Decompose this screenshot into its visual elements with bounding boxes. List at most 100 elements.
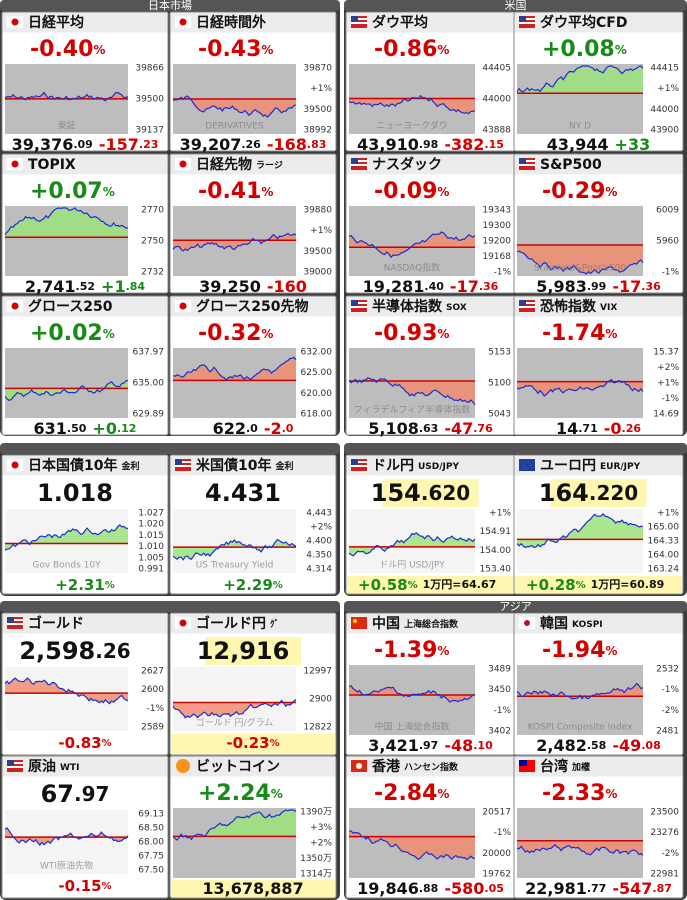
card[interactable]: TOPIX 2770 2750 2732 +0.07% 2,741.52 +1.84 — [1, 153, 169, 296]
chart-area — [173, 233, 296, 251]
diff-dec: .36 — [479, 280, 499, 293]
diff-int: +0 — [92, 419, 117, 438]
flag-part — [519, 162, 535, 164]
change-unit: % — [437, 185, 449, 199]
price: 39,376.09 -157.23 — [12, 135, 159, 154]
card[interactable]: ユーロ円 EUR/JPY +1% 165.00 164.33 164.00 163.24 16… — [513, 454, 684, 595]
chart-area — [517, 66, 643, 94]
card[interactable]: グロース250 637.97 635.00 629.89 +0.02% 631.50 +0.… — [1, 295, 169, 438]
card[interactable]: S&P500 Standard&Poor's500 6009 5960 -1% -0.29… — [513, 153, 684, 296]
change-value: +0.02 — [30, 321, 103, 346]
price-dec: .97 — [419, 739, 439, 752]
watermark: 中国 上海総合指数 — [375, 721, 450, 733]
chart-area — [517, 683, 643, 699]
card[interactable]: 原油 WTI WTI原油先物 69.13 68.50 68.00 67.75 67.50 67.… — [1, 755, 169, 899]
axis-label: +3% — [310, 823, 332, 833]
change-unit: % — [271, 787, 283, 801]
card[interactable]: ゴールド円 ｸﾞ ゴールド 円/グラム 12997 2900 12822 12,916 -0.… — [169, 612, 337, 756]
card[interactable]: 米国債10年 金利 US Treasury Yield 4,443 +2% 4.400 4.… — [169, 454, 337, 595]
diff-int: -17 — [612, 277, 641, 296]
flag-part — [179, 302, 187, 310]
change-unit: % — [437, 644, 449, 658]
price: 3,421.97 -48.10 — [368, 736, 493, 755]
diff-int: -168 — [267, 135, 307, 154]
flag-part — [351, 463, 367, 465]
price-dec: .63 — [419, 422, 439, 435]
panel-header — [344, 443, 687, 454]
flag-icon — [519, 459, 535, 471]
card[interactable]: ナスダック NASDAQ指数 19343 19300 19200 19168 -1% -0.0… — [345, 153, 516, 296]
flag-part — [11, 160, 19, 168]
card[interactable]: グロース250先物 632.00 625.00 620.00 618.00 -0.32% 6… — [169, 295, 337, 438]
change: -0.15% — [58, 877, 111, 895]
chart-line — [516, 250, 644, 275]
flag-part — [356, 763, 362, 769]
flag-part — [7, 770, 23, 772]
value: 154.620 — [371, 479, 470, 507]
diff-dec: .84 — [126, 280, 146, 293]
axis-label: 1.020 — [138, 520, 164, 530]
price-int: 13,678,887 — [202, 879, 303, 898]
card[interactable]: 香港 ハンセン指数 20517 -1% 20000 19762 -2.84% 19,846.8… — [345, 755, 516, 899]
watermark: フィラデルフィア半導体指数 — [354, 404, 471, 416]
flag-icon — [7, 16, 23, 28]
card[interactable]: 日経先物 ラージ 39880 +1% 39500 39000 -0.41% 39,250 -16… — [169, 153, 337, 296]
panel-header — [344, 0, 687, 11]
price-dec: .58 — [587, 739, 607, 752]
value: 1.018 — [37, 479, 113, 507]
card[interactable]: 日経時間外 DERIVATIVES 39870 +1% 39500 38992 -0.43%… — [169, 11, 337, 154]
change: -0.86% — [374, 37, 449, 62]
change-unit: % — [605, 787, 617, 801]
flag-part — [519, 459, 535, 471]
name-sub: ハンセン指数 — [404, 761, 459, 773]
flag-icon — [175, 459, 191, 471]
chart-area — [349, 377, 475, 405]
value-dec: .620 — [421, 481, 470, 505]
change-value: -0.83 — [58, 734, 101, 752]
flag-part — [7, 617, 14, 623]
flag-icon — [519, 760, 535, 772]
axis-label: 3450 — [488, 685, 511, 695]
value-int: 164 — [539, 479, 589, 507]
axis-label: 1.010 — [138, 542, 164, 552]
card-header — [2, 455, 168, 476]
axis-label: 2589 — [141, 723, 164, 733]
card[interactable]: ビットコイン 1390万 +3% +2% 1350万 1314万 +2.24% 13,678,… — [169, 755, 337, 899]
change-value: -1.74 — [542, 321, 605, 346]
diff-dec: .05 — [484, 882, 504, 895]
name: 台湾 — [540, 758, 568, 775]
name-sub: ラージ — [256, 160, 283, 171]
price: 14.71 -0.26 — [556, 419, 641, 438]
chart-area — [173, 539, 296, 560]
change-value: +0.08 — [542, 37, 615, 62]
change-unit: % — [437, 327, 449, 341]
card[interactable]: 韓国 KOSPI KOSPI Composite Index 2532 -1% -2% 24… — [513, 612, 684, 756]
card[interactable]: 恐怖指数 VIX 15.37 +2% +1% -1% 14.69 -1.74% 14.71 -0.… — [513, 295, 684, 438]
chart-line — [4, 207, 129, 236]
change: -0.83% — [58, 734, 111, 752]
card-header — [170, 613, 336, 634]
card-header — [346, 613, 515, 634]
change-unit: % — [103, 185, 115, 199]
diff-int: -160 — [267, 277, 307, 296]
change-unit: % — [605, 327, 617, 341]
card[interactable]: ダウ平均CFD NY D 44415 +1% 44000 43900 +0.08% 43,94… — [513, 11, 684, 154]
card[interactable]: 台湾 加權 23500 23276 -2% 22981 -2.33% 22,981.77 -54… — [513, 755, 684, 899]
price-int: 43,910 — [357, 135, 419, 154]
flag-part — [7, 627, 23, 629]
flag-part — [351, 467, 367, 469]
card[interactable]: ゴールド 2627 2600 -1% 2589 2,598.26 -0.83% — [1, 612, 169, 756]
axis-label: 67.50 — [138, 866, 164, 876]
rate-note: 1万円=64.67 — [423, 578, 497, 591]
card[interactable]: 半導体指数 SOX フィラデルフィア半導体指数 5153 5100 5043 -0.93% 5… — [345, 295, 516, 438]
axis-label: 1390万 — [300, 808, 332, 818]
card-name: 日本国債10年 金利 — [28, 457, 140, 474]
axis-label: 620.00 — [301, 389, 333, 399]
chart-line — [516, 378, 644, 397]
axis-label: 165.00 — [648, 523, 680, 533]
